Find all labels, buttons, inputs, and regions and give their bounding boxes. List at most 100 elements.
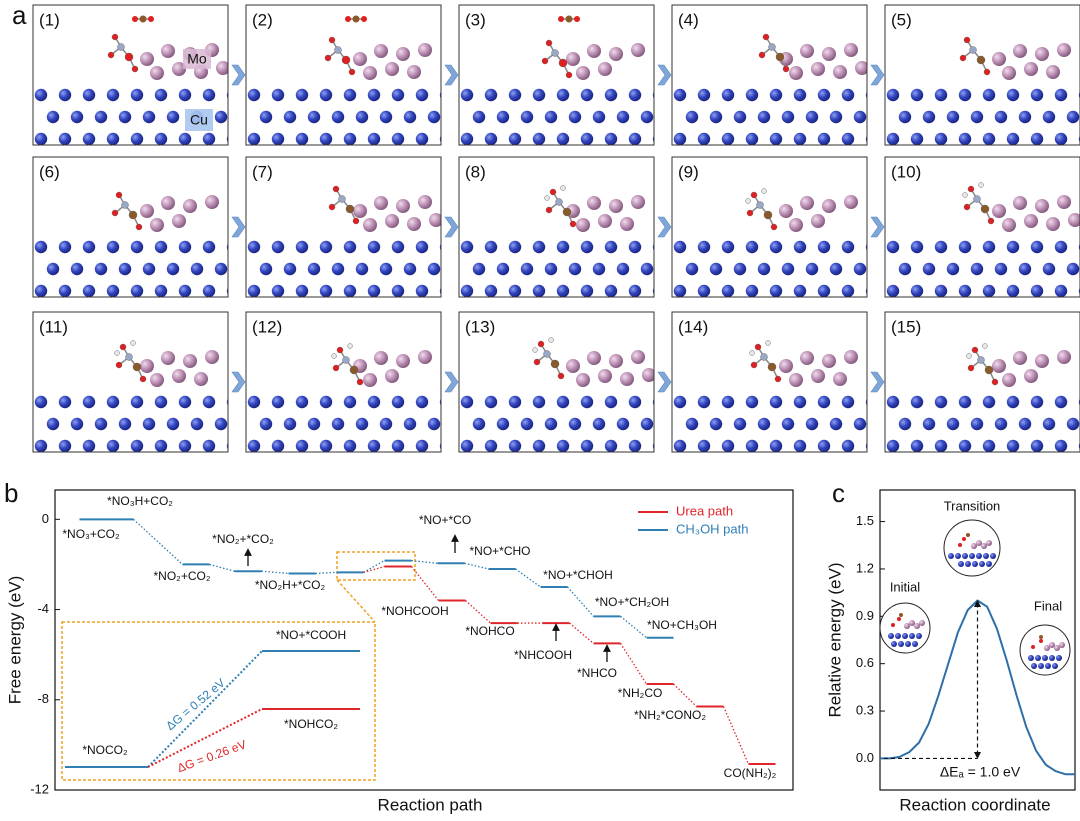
cu-atom [1042, 110, 1056, 124]
cu-atom [343, 395, 357, 409]
cu-atom [604, 88, 618, 102]
cu-atom [685, 110, 699, 124]
atom [549, 188, 557, 196]
connector [569, 622, 594, 644]
step-label: (5) [891, 10, 912, 29]
step-arrow [870, 371, 885, 393]
mo-atom [909, 620, 915, 626]
mo-atom [407, 217, 421, 231]
mo-atom [587, 196, 601, 210]
cu-atom [640, 110, 654, 124]
cu-atom [1035, 655, 1041, 661]
cu-atom [948, 553, 954, 559]
cu-atom [259, 417, 273, 431]
cu-atom [343, 132, 357, 145]
cu-atom [202, 240, 216, 254]
mo-atom [919, 620, 925, 626]
atom [745, 198, 751, 204]
y-tick-label: 0.0 [856, 750, 874, 765]
atom [558, 16, 564, 22]
cu-atom [391, 88, 405, 102]
mo-atom [216, 61, 228, 75]
step-label: (10) [891, 162, 921, 181]
cu-atom [886, 132, 900, 145]
mo-atom [140, 359, 154, 373]
cu-atom [580, 240, 594, 254]
cu-atom [484, 284, 498, 297]
state-label: *NO+*CHOH [543, 568, 613, 582]
connector [410, 566, 440, 601]
y-tick-label: -4 [37, 601, 49, 616]
cu-atom [994, 262, 1008, 276]
panel-label: b [4, 478, 18, 508]
frame-border [245, 311, 442, 453]
snapshot [885, 312, 1080, 452]
cu-atom [130, 395, 144, 409]
cu-atom [829, 417, 843, 431]
mo-atom [353, 52, 367, 66]
cu-atom [403, 110, 417, 124]
mo-atom [822, 47, 836, 61]
cu-atom [934, 132, 948, 145]
atom [139, 375, 147, 383]
atom [557, 372, 565, 380]
cu-atom [652, 398, 654, 406]
cu-atom [781, 262, 795, 276]
atom [897, 617, 901, 621]
cu-atom [580, 88, 594, 102]
cu-atom [106, 240, 120, 254]
atom [334, 46, 342, 54]
inset-box [61, 621, 376, 781]
cu-atom [1054, 439, 1068, 452]
state-label: *NO+CH₃OH [647, 618, 717, 632]
cu-atom [955, 553, 961, 559]
mo-atom [161, 351, 175, 365]
cu-atom [982, 88, 996, 102]
cu-atom [934, 439, 948, 452]
cu-atom [1018, 417, 1032, 431]
cu-atom [946, 110, 960, 124]
cu-atom [958, 284, 972, 297]
cu-atom [283, 110, 297, 124]
mo-atom [833, 65, 847, 79]
cu-atom [34, 132, 48, 145]
mo-atom [800, 351, 814, 365]
y-tick-label: 0 [42, 511, 49, 526]
cu-atom [910, 132, 924, 145]
state-label: *NO₃H+CO₂ [107, 494, 173, 508]
cu-atom [934, 88, 948, 102]
cu-atom [1028, 655, 1034, 661]
y-tick-label: -12 [30, 781, 49, 796]
cu-atom [247, 284, 261, 297]
frame-border [884, 4, 1080, 146]
mo-atom [844, 43, 858, 57]
frame-border [32, 4, 229, 146]
mo-atom [418, 350, 432, 364]
atom [361, 16, 367, 22]
cu-atom [745, 395, 759, 409]
atom [761, 188, 767, 194]
cu-atom [82, 240, 96, 254]
cu-atom [970, 417, 984, 431]
frame-border [671, 156, 868, 298]
atom [119, 343, 127, 351]
cu-atom [427, 110, 441, 124]
cu-atom [990, 553, 996, 559]
mo-atom [981, 543, 987, 549]
cu-atom [865, 135, 867, 143]
cu-atom [472, 262, 486, 276]
cu-atom [592, 110, 606, 124]
cu-atom [343, 88, 357, 102]
cu-atom [958, 240, 972, 254]
mo-atom [1054, 645, 1060, 651]
mo-atom [429, 213, 441, 227]
atom [973, 195, 981, 203]
cu-atom [118, 262, 132, 276]
connector [133, 518, 183, 565]
cu-atom [769, 240, 783, 254]
mo-atom [374, 196, 388, 210]
cu-atom [912, 641, 918, 647]
cu-atom [721, 88, 735, 102]
cu-atom [817, 132, 831, 145]
mo-atom [992, 204, 1006, 218]
